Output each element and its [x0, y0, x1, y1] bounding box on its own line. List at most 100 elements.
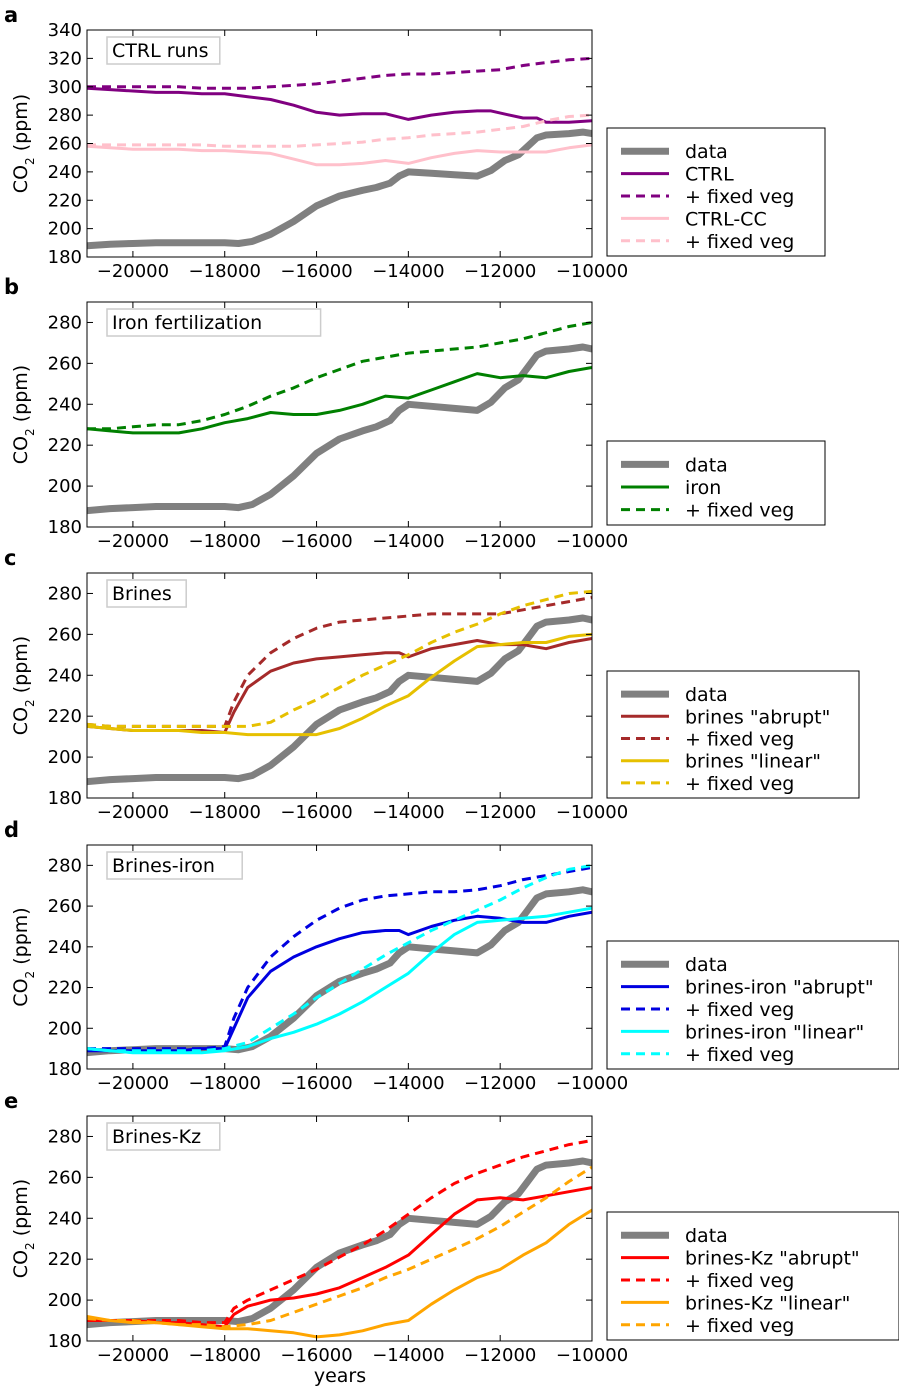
y-tick-label: 340	[48, 20, 82, 41]
y-tick-label: 260	[48, 1167, 82, 1188]
legend-label: brines-Kz "linear"	[685, 1292, 850, 1314]
legend-label: CTRL	[685, 164, 734, 186]
panel-title: Iron fertilization	[112, 312, 262, 334]
y-tick-label: 280	[48, 1126, 82, 1147]
x-tick-label: −18000	[189, 261, 261, 282]
y-tick-label: 240	[48, 665, 82, 686]
panel-title-box	[106, 308, 322, 337]
panel-e: −20000 −18000 −16000 −14000 −12000 −10000 180 2…	[4, 1089, 899, 1366]
x-tick-label: −14000	[372, 1345, 444, 1366]
series-line-2	[87, 1139, 592, 1325]
legend-label: + fixed veg	[685, 1044, 794, 1066]
legend-label: + fixed veg	[685, 1315, 794, 1337]
panel-title-box	[106, 851, 243, 880]
series-line-3	[87, 143, 592, 167]
legend-label: + fixed veg	[685, 773, 794, 795]
y-tick-label: 180	[48, 247, 82, 268]
panel-letter: e	[4, 1089, 18, 1113]
axes-frame	[86, 1115, 593, 1342]
series-line-0	[87, 614, 592, 786]
y-tick-label: 200	[48, 476, 82, 497]
legend-label: brines-Kz "abrupt"	[685, 1248, 860, 1270]
x-tick-label: −16000	[280, 1345, 352, 1366]
x-tick-label: −14000	[372, 802, 444, 823]
y-tick-label: 260	[48, 134, 82, 155]
x-tick-label: −10000	[556, 531, 628, 552]
series-group	[87, 56, 592, 250]
legend-label: data	[685, 954, 728, 976]
legend-label: brines "linear"	[685, 751, 821, 773]
series-line-0	[87, 343, 592, 515]
series-line-0	[87, 1157, 592, 1329]
legend-label: brines-iron "linear"	[685, 1021, 864, 1043]
legend-label: CTRL-CC	[685, 208, 767, 230]
y-tick-label: 280	[48, 312, 82, 333]
series-line-1	[87, 1186, 592, 1329]
series-line-4	[87, 1165, 592, 1329]
legend-label: iron	[685, 477, 721, 499]
series-group	[87, 863, 592, 1057]
series-line-3	[87, 906, 592, 1055]
panel-title-box	[106, 579, 187, 608]
x-tick-label: −20000	[97, 802, 169, 823]
legend-label: data	[685, 1225, 728, 1247]
y-tick-label: 280	[48, 855, 82, 876]
y-tick-label: 260	[48, 353, 82, 374]
x-tick-label: −20000	[97, 261, 169, 282]
y-tick-label: 240	[48, 162, 82, 183]
y-tick-label: 260	[48, 624, 82, 645]
panel-letter: b	[4, 275, 19, 299]
y-tick-label: 240	[48, 1208, 82, 1229]
y-tick-label: 260	[48, 896, 82, 917]
x-tick-label: −20000	[97, 1345, 169, 1366]
y-tick-label: 200	[48, 1018, 82, 1039]
series-group	[87, 589, 592, 786]
axes-frame	[86, 844, 593, 1070]
panel-title: Brines-iron	[112, 855, 215, 877]
y-axis-label: CO2 (ppm)	[10, 365, 37, 464]
panel-title-box	[106, 1122, 221, 1151]
legend-label: + fixed veg	[685, 999, 794, 1021]
legend-label: brines-iron "abrupt"	[685, 977, 874, 999]
x-axis-label: years	[314, 1365, 366, 1387]
x-tick-label: −10000	[556, 261, 628, 282]
legend-label: + fixed veg	[685, 1270, 794, 1292]
x-tick-label: −12000	[464, 802, 536, 823]
x-tick-label: −18000	[189, 802, 261, 823]
series-line-4	[87, 113, 592, 148]
y-tick-label: 240	[48, 394, 82, 415]
series-line-2	[87, 56, 592, 90]
y-tick-label: 180	[48, 1059, 82, 1080]
series-line-0	[87, 886, 592, 1057]
panel-letter: a	[4, 3, 18, 27]
x-tick-label: −18000	[189, 1345, 261, 1366]
y-tick-label: 180	[48, 1331, 82, 1352]
series-line-1	[87, 366, 592, 435]
y-tick-label: 200	[48, 747, 82, 768]
y-tick-label: 200	[48, 219, 82, 240]
y-tick-label: 200	[48, 1290, 82, 1311]
panel-a: −20000 −18000 −16000 −14000 −12000 −10000 180 2…	[4, 3, 826, 282]
y-axis-label: CO2 (ppm)	[10, 1179, 37, 1278]
series-line-4	[87, 589, 592, 728]
y-axis-label: CO2 (ppm)	[10, 907, 37, 1006]
legend-label: data	[685, 684, 728, 706]
x-tick-label: −16000	[280, 1073, 352, 1094]
panel-letter: c	[4, 546, 16, 570]
x-tick-label: −16000	[280, 531, 352, 552]
legend-label: data	[685, 454, 728, 476]
x-tick-label: −12000	[464, 1073, 536, 1094]
series-line-2	[87, 321, 592, 431]
x-tick-label: −20000	[97, 531, 169, 552]
y-tick-label: 180	[48, 517, 82, 538]
x-tick-label: −16000	[280, 802, 352, 823]
x-tick-label: −20000	[97, 1073, 169, 1094]
y-tick-label: 220	[48, 435, 82, 456]
x-tick-label: −10000	[556, 1073, 628, 1094]
y-tick-label: 220	[48, 1249, 82, 1270]
legend-label: + fixed veg	[685, 729, 794, 751]
